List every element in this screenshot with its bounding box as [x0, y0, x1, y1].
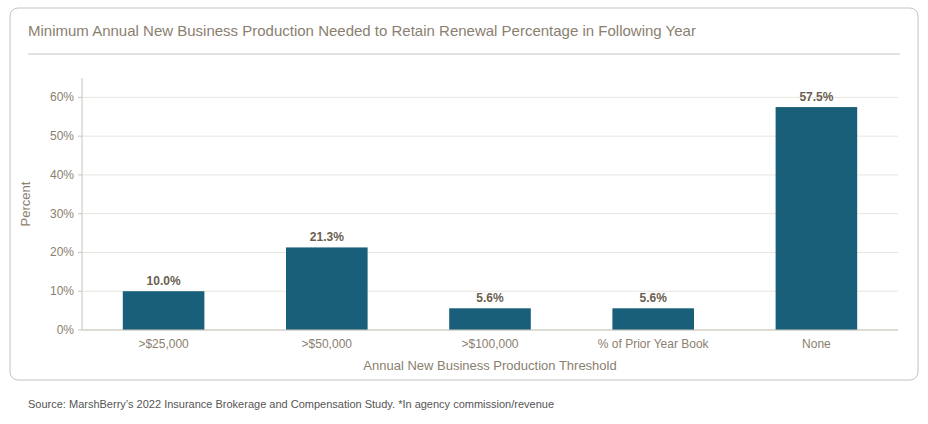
source: Source: MarshBerry’s 2022 Insurance Brok… [28, 398, 554, 410]
x-tick-label: >$25,000 [138, 337, 189, 351]
grid-line [82, 97, 898, 98]
data-label: 5.6% [476, 291, 504, 305]
y-axis-line [82, 78, 83, 330]
y-tick-label: 10% [50, 284, 74, 298]
x-axis-line [82, 330, 898, 331]
bar [123, 291, 205, 330]
bar [612, 308, 694, 330]
grid-line [82, 330, 898, 331]
bars [123, 107, 857, 330]
title: Minimum Annual New Business Production N… [28, 22, 696, 39]
y-tick-label: 30% [50, 207, 74, 221]
y-tick-label: 20% [50, 245, 74, 259]
bar [776, 107, 858, 330]
grid [82, 97, 898, 330]
y-tick-label: 50% [50, 129, 74, 143]
y-tick [78, 97, 82, 98]
y-tick [78, 252, 82, 253]
y-tick [78, 136, 82, 137]
divider [28, 54, 900, 55]
data-label: 5.6% [640, 291, 668, 305]
y-tick-label: 40% [50, 168, 74, 182]
y-tick [78, 213, 82, 214]
x-tick-label: >$50,000 [302, 337, 353, 351]
data-label: 21.3% [310, 230, 344, 244]
y-tick [78, 330, 82, 331]
y-tick [78, 291, 82, 292]
bar [449, 308, 531, 330]
data-label: 10.0% [147, 274, 181, 288]
outer-border [10, 8, 918, 380]
y-tick-label: 60% [50, 90, 74, 104]
x-tick-label: None [802, 337, 831, 351]
x-tick-label: % of Prior Year Book [598, 337, 710, 351]
data-label: 57.5% [799, 90, 833, 104]
y-tick [78, 174, 82, 175]
chart-container: Minimum Annual New Business Production N… [0, 0, 928, 424]
chart-svg: Minimum Annual New Business Production N… [0, 0, 928, 424]
x-tick-label: >$100,000 [461, 337, 518, 351]
y-tick-label: 0% [57, 323, 75, 337]
bar [286, 247, 368, 330]
y-axis-label: Percent [18, 181, 33, 226]
x-axis-label: Annual New Business Production Threshold [363, 358, 616, 373]
